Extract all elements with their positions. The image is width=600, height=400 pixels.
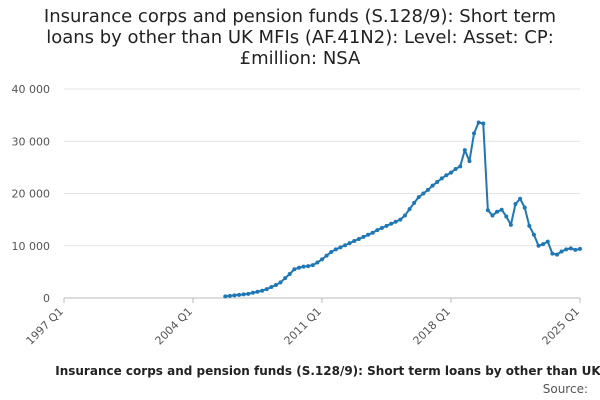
x-tick-label: 2025 Q1 [540, 305, 583, 348]
data-point[interactable] [260, 288, 265, 293]
data-point[interactable] [320, 257, 324, 262]
data-point[interactable] [568, 246, 573, 251]
data-point[interactable] [356, 236, 361, 241]
data-point[interactable] [522, 205, 527, 210]
gridlines [64, 88, 580, 299]
data-point[interactable] [338, 245, 343, 250]
data-point[interactable] [554, 252, 559, 257]
data-point[interactable] [472, 131, 477, 136]
source-label: Source: [542, 382, 588, 396]
data-point[interactable] [343, 243, 348, 248]
data-point[interactable] [223, 294, 228, 299]
data-point[interactable] [527, 223, 532, 228]
data-point[interactable] [439, 176, 444, 181]
y-tick-label: 30 000 [12, 135, 51, 148]
chart-title: Insurance corps and pension funds (S.128… [43, 6, 557, 69]
data-point[interactable] [531, 232, 536, 237]
data-point[interactable] [453, 166, 458, 171]
data-point[interactable] [435, 180, 440, 184]
y-tick-label: 40 000 [12, 83, 51, 96]
data-point[interactable] [384, 223, 389, 228]
data-point[interactable] [462, 148, 467, 153]
x-tick-label: 2011 Q1 [282, 305, 325, 348]
legend: Insurance corps and pension funds (S.128… [0, 364, 600, 382]
data-point[interactable] [578, 246, 582, 251]
data-point[interactable] [407, 207, 412, 212]
data-point[interactable] [246, 291, 251, 296]
data-point[interactable] [476, 120, 481, 125]
data-point[interactable] [379, 225, 384, 230]
y-tick-label: 0 [43, 292, 50, 305]
data-point[interactable] [449, 170, 453, 175]
data-point[interactable] [564, 247, 569, 252]
data-point[interactable] [347, 241, 352, 246]
x-axis-ticks: 1997 Q1 2004 Q1 2011 Q1 2018 Q1 2025 Q1 [24, 298, 583, 348]
data-point[interactable] [425, 187, 430, 192]
data-point[interactable] [255, 289, 260, 294]
data-point[interactable] [430, 183, 435, 188]
data-point[interactable] [278, 280, 283, 285]
data-point[interactable] [421, 191, 426, 196]
data-point[interactable] [444, 173, 449, 178]
data-point[interactable] [292, 267, 297, 272]
y-tick-label: 20 000 [12, 188, 51, 201]
data-point[interactable] [541, 242, 546, 247]
data-point[interactable] [518, 196, 523, 201]
data-point[interactable] [352, 239, 357, 244]
x-tick-label: 2004 Q1 [153, 305, 196, 348]
data-point[interactable] [283, 276, 288, 281]
data-point[interactable] [232, 293, 237, 298]
data-point[interactable] [481, 121, 486, 126]
data-point[interactable] [389, 221, 394, 226]
data-point[interactable] [296, 265, 301, 270]
data-point[interactable] [495, 209, 500, 214]
data-point[interactable] [306, 264, 311, 269]
data-point[interactable] [329, 250, 334, 255]
data-point[interactable] [264, 287, 269, 292]
data-point[interactable] [375, 228, 380, 233]
data-point[interactable] [366, 232, 371, 237]
data-point[interactable] [402, 213, 407, 218]
x-tick-label: 1997 Q1 [24, 305, 67, 348]
data-point[interactable] [227, 293, 232, 298]
data-point[interactable] [504, 214, 509, 219]
data-point[interactable] [416, 195, 421, 200]
data-point[interactable] [490, 213, 495, 218]
data-point[interactable] [412, 200, 417, 205]
data-point[interactable] [499, 207, 504, 212]
data-point[interactable] [573, 247, 578, 252]
series-line [225, 121, 581, 298]
data-point[interactable] [250, 290, 255, 295]
data-point[interactable] [398, 217, 403, 222]
data-point[interactable] [370, 230, 375, 235]
data-point[interactable] [485, 208, 490, 213]
data-point[interactable] [361, 234, 366, 239]
data-point[interactable] [545, 239, 550, 244]
data-point[interactable] [269, 285, 274, 290]
data-point[interactable] [287, 271, 292, 276]
data-point[interactable] [273, 282, 278, 287]
data-point[interactable] [324, 253, 329, 258]
data-point[interactable] [333, 247, 338, 252]
data-point[interactable] [393, 219, 398, 224]
legend-series-label: Insurance corps and pension funds (S.128… [55, 364, 600, 378]
data-point[interactable] [310, 263, 315, 268]
data-point[interactable] [241, 292, 246, 297]
data-point[interactable] [467, 159, 472, 164]
x-tick-label: 2018 Q1 [411, 305, 454, 348]
data-point[interactable] [458, 164, 463, 169]
data-point[interactable] [559, 249, 564, 254]
data-point[interactable] [513, 201, 518, 206]
data-point[interactable] [315, 260, 320, 265]
data-point[interactable] [237, 292, 242, 297]
data-point[interactable] [550, 251, 555, 256]
data-point[interactable] [536, 243, 541, 248]
series-layer [223, 120, 582, 299]
y-tick-label: 10 000 [12, 240, 51, 253]
data-point[interactable] [508, 222, 513, 227]
data-point[interactable] [301, 264, 306, 269]
y-axis-ticks: 0 10 000 20 000 30 000 40 000 [12, 83, 51, 305]
